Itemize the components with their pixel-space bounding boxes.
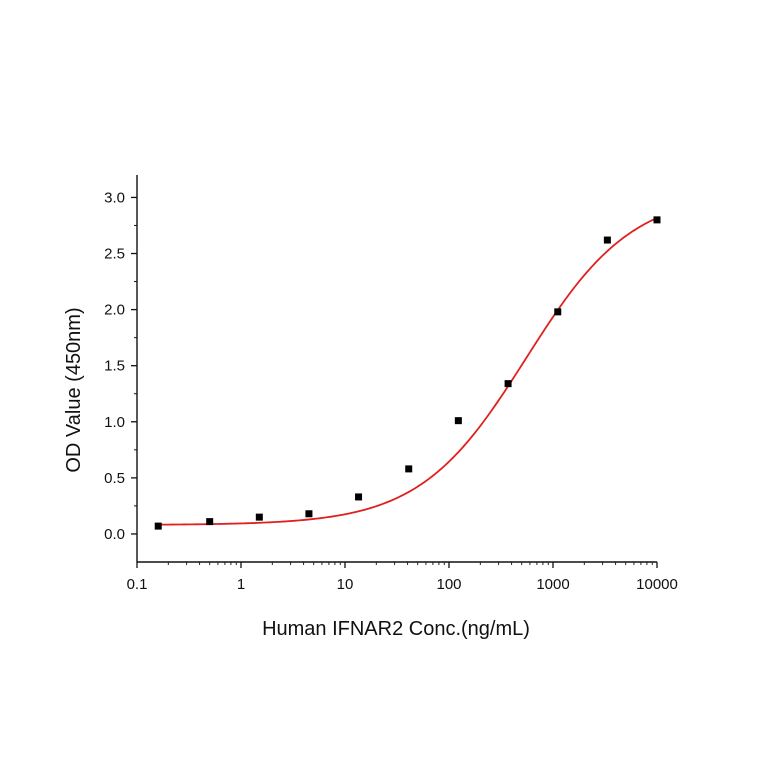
x-tick-label: 100 [436, 576, 461, 593]
x-tick-label: 10000 [636, 576, 678, 593]
data-point [554, 308, 562, 316]
y-tick-label: 2.5 [104, 246, 125, 263]
x-tick-label: 0.1 [127, 576, 148, 593]
data-point [355, 493, 363, 501]
data-point [405, 465, 413, 473]
y-tick-label: 3.0 [104, 189, 125, 206]
y-tick-label: 2.0 [104, 302, 125, 319]
fit-curve-group [158, 217, 658, 526]
y-tick-label: 0.5 [104, 470, 125, 487]
fit-curve [158, 217, 658, 526]
x-tick-label: 10 [337, 576, 354, 593]
x-tick-label: 1 [237, 576, 245, 593]
data-point [603, 236, 611, 244]
data-point [504, 380, 512, 388]
y-axis-title: OD Value (450nm) [63, 307, 85, 472]
y-tick-label: 0.0 [104, 526, 125, 543]
data-point [154, 522, 162, 530]
y-tick-label: 1.5 [104, 358, 125, 375]
data-point [653, 216, 661, 224]
data-point [206, 518, 214, 526]
data-point [305, 510, 313, 518]
data-points-group [154, 216, 661, 530]
data-point [454, 417, 462, 425]
data-point [255, 513, 263, 521]
x-axis-title: Human IFNAR2 Conc.(ng/mL) [262, 618, 530, 640]
y-tick-label: 1.0 [104, 414, 125, 431]
axes: 0.0 0.5 1.0 1.5 2.0 2.5 3.0 0.1 1 10 100 1000 10000 [104, 175, 678, 593]
x-tick-label: 1000 [536, 576, 569, 593]
